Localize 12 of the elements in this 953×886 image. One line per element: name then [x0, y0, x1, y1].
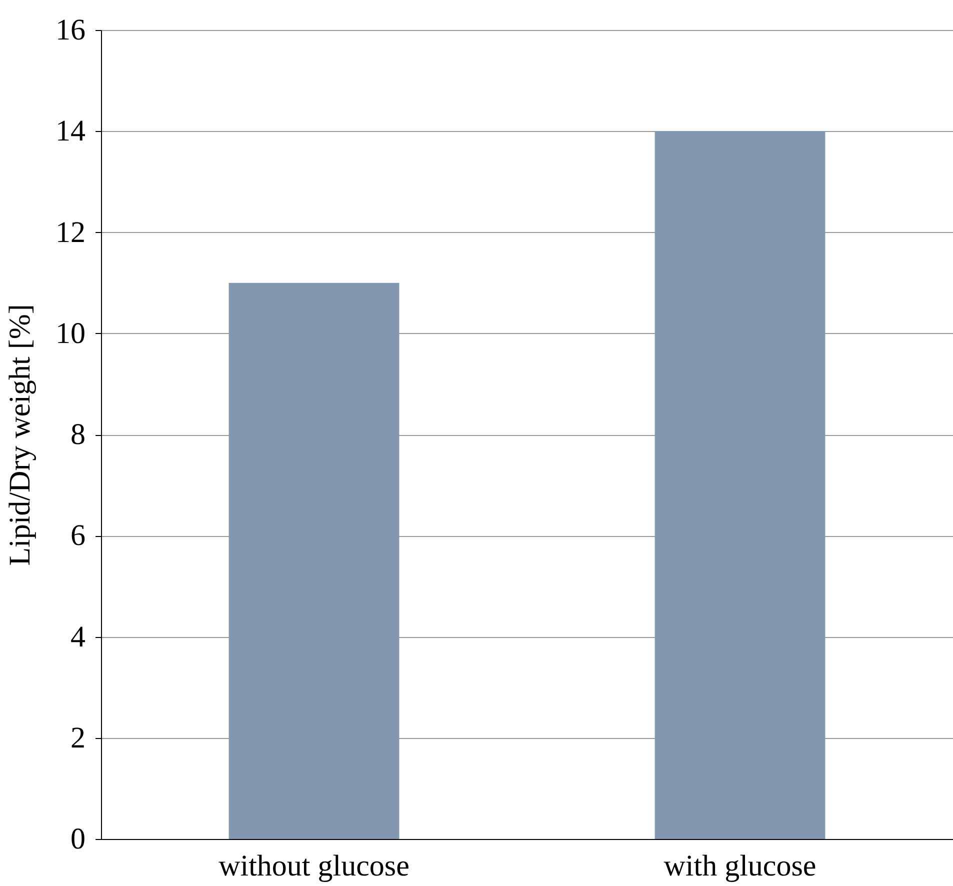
y-tick-label: 10: [56, 316, 86, 350]
y-tick-label: 6: [70, 519, 86, 552]
y-tick-label: 16: [56, 14, 86, 46]
x-tick-label: without glucose: [218, 850, 410, 882]
y-tick-label: 8: [70, 418, 86, 451]
y-tick-label: 12: [56, 216, 86, 249]
y-tick-label: 2: [70, 721, 86, 754]
y-tick-label: 14: [56, 114, 86, 148]
y-axis-title: Lipid/Dry weight [%]: [4, 304, 36, 566]
y-tick-label: 4: [70, 620, 86, 654]
y-tick-label: 0: [70, 822, 86, 856]
x-tick-label: with glucose: [664, 850, 816, 882]
